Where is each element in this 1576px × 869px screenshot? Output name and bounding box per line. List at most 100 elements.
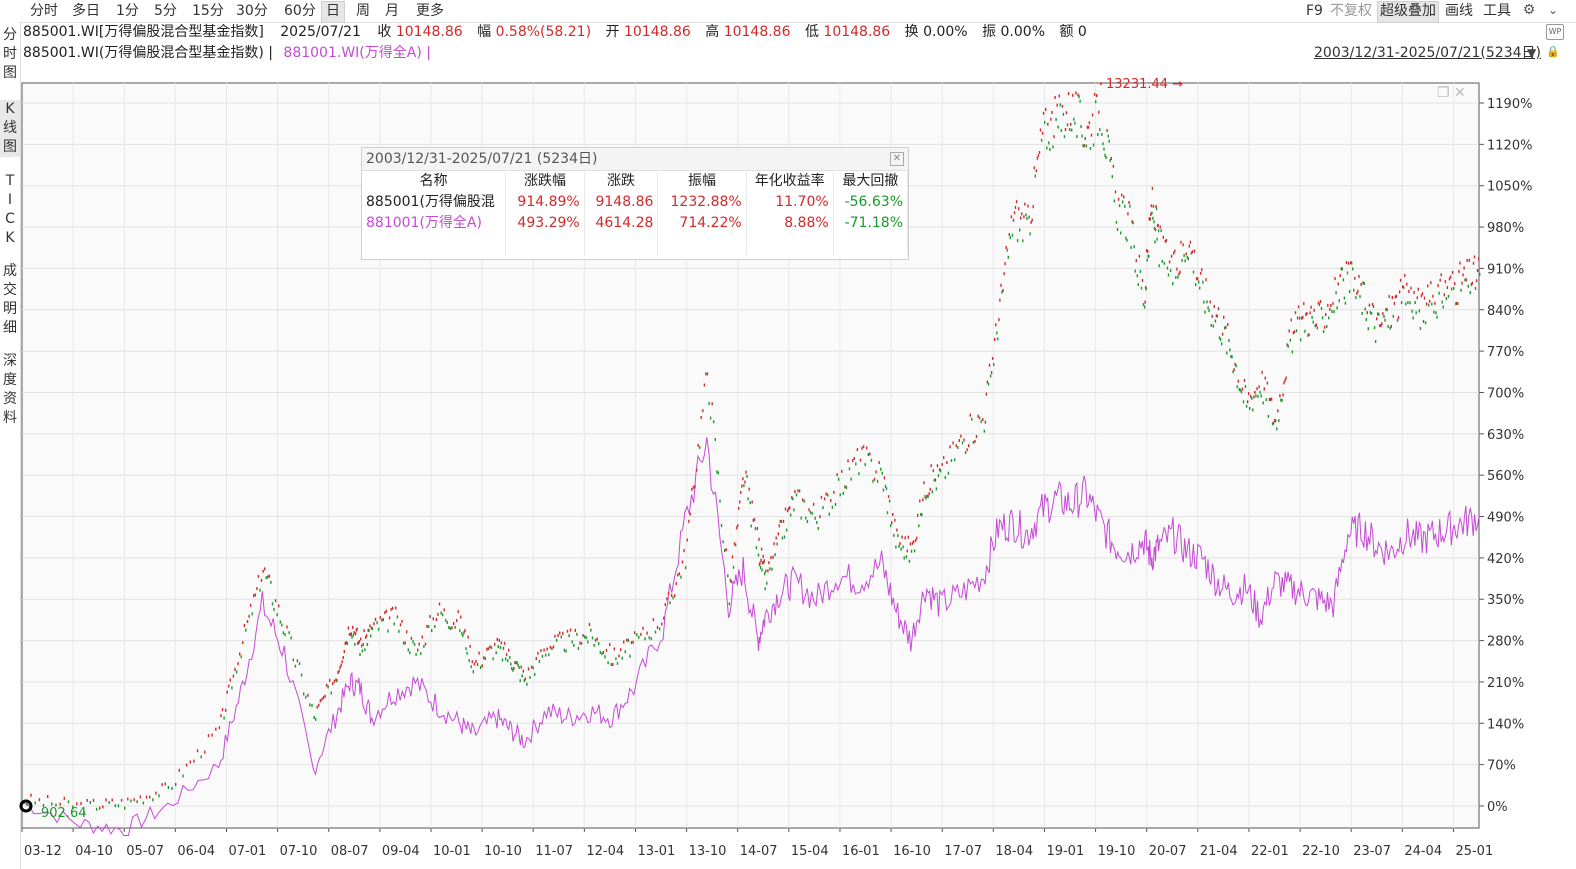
stats-header-2[interactable]: 涨跌 <box>584 171 659 192</box>
turnover-value: 0.00% <box>923 24 968 40</box>
period-2-button[interactable]: 1分 <box>116 3 139 19</box>
period-8-button[interactable]: 周 <box>356 3 370 19</box>
series-mark-885001 <box>1143 305 1146 309</box>
series-mark-885001 <box>234 667 236 671</box>
series-mark-885001 <box>896 528 898 532</box>
range-dropdown-icon[interactable]: ▼ <box>1527 46 1537 60</box>
series-mark-885001 <box>1261 370 1263 374</box>
series-mark-885001 <box>739 500 741 504</box>
series-mark-885001 <box>1088 121 1091 125</box>
series-mark-885001 <box>1313 308 1315 312</box>
series-mark-885001 <box>381 618 383 622</box>
series-mark-885001 <box>311 703 313 707</box>
close-chart-icon[interactable]: ✕ <box>1454 85 1466 101</box>
stats-header-4[interactable]: 年化收益率 <box>746 171 834 192</box>
f9-button[interactable]: F9 <box>1306 3 1323 19</box>
legend-main-series[interactable]: 885001.WI(万得偏股混合型基金指数) | <box>23 45 273 61</box>
series-mark-885001 <box>363 629 365 633</box>
y-tick-label: 1190% <box>1487 97 1532 112</box>
stats-row[interactable]: 881001(万得全A) 493.29% 4614.28 714.22% 8.88% -7… <box>362 213 909 234</box>
series-mark-885001 <box>767 569 769 573</box>
series-mark-885001 <box>265 576 267 580</box>
close-label: 收 <box>377 24 392 40</box>
series-mark-885001 <box>870 458 873 462</box>
series-mark-885001 <box>1287 344 1289 348</box>
series-mark-885001 <box>1449 275 1452 279</box>
series-mark-885001 <box>678 572 681 576</box>
period-6-button[interactable]: 60分 <box>284 3 316 19</box>
period-7-button[interactable]: 日 <box>321 1 345 23</box>
series-mark-885001 <box>1062 112 1065 116</box>
series-mark-885001 <box>681 560 684 564</box>
sidebar-tab-4[interactable]: 深度资料 <box>3 353 17 426</box>
legend-overlay-series[interactable]: 881001.WI(万得全A) | <box>283 45 431 61</box>
series-mark-885001 <box>748 487 750 491</box>
series-mark-885001 <box>1139 269 1142 273</box>
series-mark-885001 <box>1355 296 1357 300</box>
series-mark-885001 <box>1110 157 1112 160</box>
series-mark-885001 <box>1051 110 1053 114</box>
stats-header-0[interactable]: 名称 <box>362 171 507 192</box>
series-mark-885001 <box>296 659 299 663</box>
period-10-button[interactable]: 更多 <box>416 3 444 19</box>
series-mark-885001 <box>1206 300 1208 304</box>
period-9-button[interactable]: 月 <box>385 3 399 19</box>
series-mark-885001 <box>1204 310 1206 314</box>
sidebar-tab-0[interactable]: 分时图 <box>3 27 17 81</box>
series-mark-885001 <box>1331 310 1333 313</box>
series-mark-885001 <box>984 420 987 424</box>
series-mark-885001 <box>1472 261 1475 265</box>
period-3-button[interactable]: 5分 <box>154 3 177 19</box>
series-mark-885001 <box>1158 264 1160 268</box>
stats-cell: 914.89% <box>505 192 585 213</box>
series-mark-885001 <box>218 726 221 730</box>
series-mark-885001 <box>903 556 905 560</box>
series-mark-885001 <box>1129 204 1131 208</box>
no-adjust-button[interactable]: 不复权 <box>1330 3 1372 19</box>
series-mark-885001 <box>921 513 923 517</box>
series-mark-885001 <box>943 456 945 460</box>
series-mark-885001 <box>211 733 213 737</box>
series-mark-885001 <box>489 645 491 649</box>
quote-info-row: 885001.WI[万得偏股混合型基金指数] 2025/07/21 收 1014… <box>23 22 1087 42</box>
series-mark-885001 <box>505 653 508 657</box>
series-mark-885001 <box>1267 414 1270 418</box>
restore-icon[interactable]: ❐ <box>1437 85 1450 101</box>
series-mark-885001 <box>875 470 877 474</box>
series-mark-885001 <box>1384 318 1386 322</box>
stats-header-3[interactable]: 振幅 <box>657 171 747 192</box>
period-1-button[interactable]: 多日 <box>72 3 100 19</box>
overlay-button[interactable]: 超级叠加 <box>1377 1 1439 23</box>
series-mark-885001 <box>1314 324 1316 328</box>
date-range-selector[interactable]: 2003/12/31-2025/07/21(5234日) <box>1314 45 1541 61</box>
tools-button[interactable]: 工具 <box>1483 3 1511 19</box>
series-mark-885001 <box>322 696 325 699</box>
stats-header-5[interactable]: 最大回撤 <box>833 171 909 192</box>
period-4-button[interactable]: 15分 <box>192 3 224 19</box>
chevron-down-icon[interactable]: ⌄ <box>1547 3 1559 17</box>
stats-close-icon[interactable]: ✕ <box>890 152 904 166</box>
stats-row[interactable]: 885001(万得偏股混 914.89% 9148.86 1232.88% 11.70%… <box>362 192 909 213</box>
sidebar-tab-3[interactable]: 成交明细 <box>3 263 17 336</box>
series-mark-885001 <box>1430 281 1432 285</box>
period-5-button[interactable]: 30分 <box>236 3 268 19</box>
series-mark-885001 <box>1207 306 1209 310</box>
wp-icon[interactable]: WP <box>1546 24 1564 40</box>
series-mark-885001 <box>370 626 373 630</box>
stats-header-1[interactable]: 涨跌幅 <box>505 171 585 192</box>
series-mark-885001 <box>802 498 804 502</box>
lock-icon[interactable]: 🔒 <box>1546 45 1560 58</box>
series-mark-885001 <box>1315 323 1317 327</box>
period-0-button[interactable]: 分时 <box>30 3 58 19</box>
series-mark-885001 <box>917 513 919 517</box>
series-mark-885001 <box>686 538 688 542</box>
draw-button[interactable]: 画线 <box>1445 3 1473 19</box>
series-mark-885001 <box>1413 290 1415 294</box>
series-mark-885001 <box>907 535 909 539</box>
series-mark-885001 <box>775 536 777 540</box>
series-mark-885001 <box>510 662 512 666</box>
series-mark-885001 <box>232 674 235 678</box>
gear-icon[interactable]: ⚙ <box>1522 2 1536 18</box>
